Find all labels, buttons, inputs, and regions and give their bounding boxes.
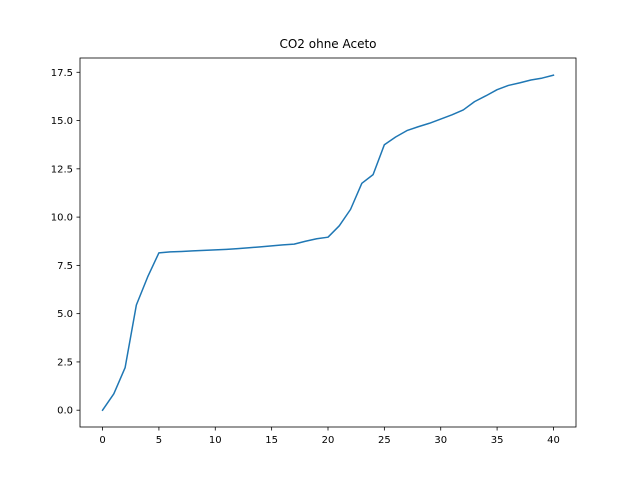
x-tick-label-0: 0 (99, 435, 105, 446)
plot-area: 0 5 10 15 20 25 30 35 40 0.0 2.5 5.0 7.5 10.0 12.5 15.0… (51, 57, 577, 446)
y-tick-label-6: 15.0 (51, 116, 73, 127)
series-line-0 (101, 74, 555, 412)
chart-title: CO2 ohne Aceto (279, 37, 376, 51)
y-tick-label-4: 10.0 (51, 213, 73, 224)
x-tick-label-2: 10 (209, 435, 222, 446)
x-tick-label-6: 30 (434, 435, 447, 446)
y-tick-label-5: 12.5 (51, 164, 73, 175)
x-tick-label-7: 35 (491, 435, 504, 446)
x-tick-label-5: 25 (378, 435, 391, 446)
x-tick-label-3: 15 (265, 435, 278, 446)
x-tick-label-8: 40 (547, 435, 560, 446)
x-tick-label-1: 5 (156, 435, 162, 446)
y-tick-label-3: 7.5 (57, 261, 73, 272)
y-tick-label-2: 5.0 (57, 309, 73, 320)
x-tick-label-4: 20 (322, 435, 335, 446)
y-tick-label-0: 0.0 (57, 406, 73, 417)
y-tick-label-1: 2.5 (57, 357, 73, 368)
y-tick-label-7: 17.5 (51, 68, 73, 79)
